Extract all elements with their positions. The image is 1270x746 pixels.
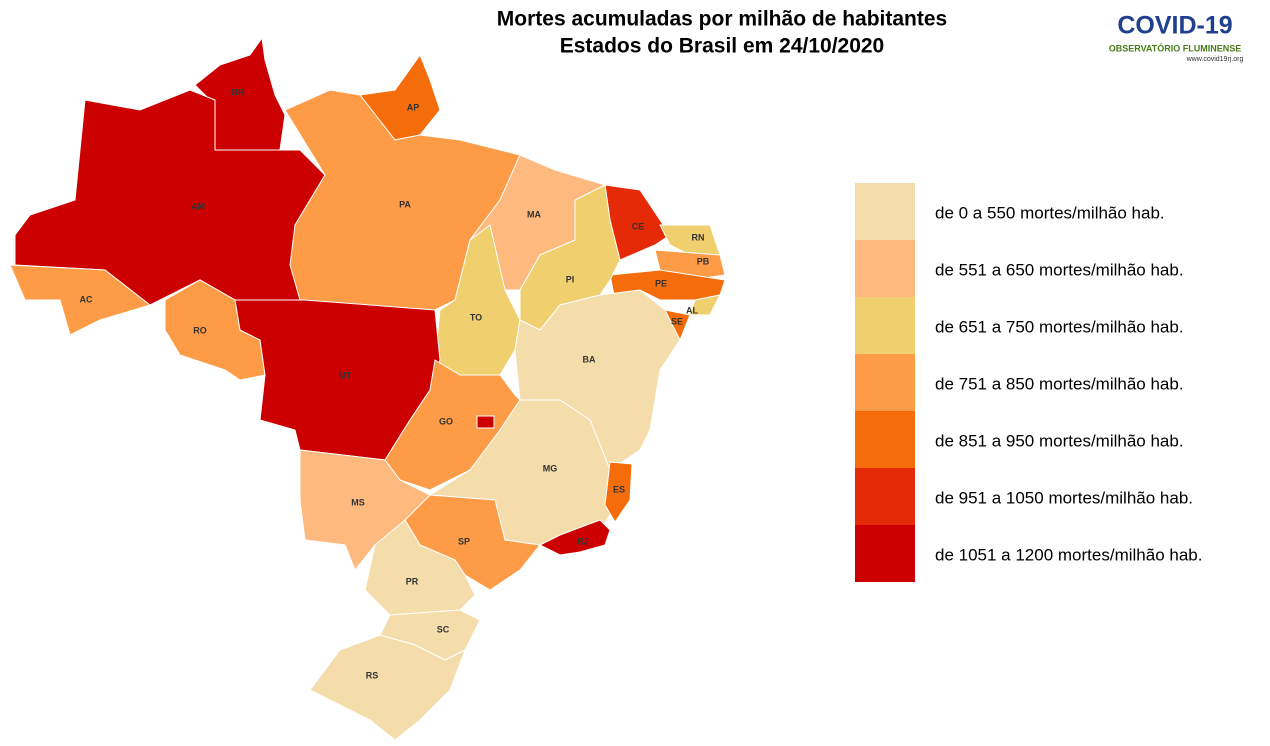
state-label: AP (407, 102, 420, 112)
state-label: AC (80, 294, 93, 304)
state-label: SC (437, 624, 450, 634)
legend-label: de 751 a 850 mortes/milhão hab. (935, 374, 1184, 393)
legend-label: de 551 a 650 mortes/milhão hab. (935, 260, 1184, 279)
legend-swatch (855, 297, 915, 354)
state-label: AL (686, 305, 698, 315)
logo-name: COVID-19 (1117, 12, 1232, 40)
legend-swatch (855, 411, 915, 468)
state-label: SP (458, 536, 470, 546)
logo-url: www.covid19rj.org (1186, 56, 1244, 63)
state-label: GO (439, 416, 453, 426)
state-label: MT (339, 370, 352, 380)
state-label: RJ (577, 536, 589, 546)
legend-label: de 851 a 950 mortes/milhão hab. (935, 431, 1184, 450)
state-label: PB (697, 256, 710, 266)
state-label: CE (632, 221, 645, 231)
state (659, 224, 721, 256)
state (689, 294, 721, 316)
state-label: ES (613, 484, 625, 494)
state-label: TO (470, 312, 482, 322)
legend-swatch (855, 183, 915, 240)
state-label: PE (655, 278, 667, 288)
state (476, 415, 495, 429)
legend-label: de 951 a 1050 mortes/milhão hab. (935, 488, 1193, 507)
state-label: MG (543, 463, 558, 473)
legend-label: de 1051 a 1200 mortes/milhão hab. (935, 545, 1202, 564)
state-label: AM (191, 201, 205, 211)
state-label: MS (351, 497, 365, 507)
state (604, 461, 633, 523)
legend-swatch (855, 240, 915, 297)
state (14, 89, 326, 306)
legend-label: de 651 a 750 mortes/milhão hab. (935, 317, 1184, 336)
legend-label: de 0 a 550 mortes/milhão hab. (935, 203, 1165, 222)
state-label: RR (232, 87, 245, 97)
state-label: RN (692, 232, 705, 242)
state-label: PR (406, 576, 419, 586)
state (364, 519, 476, 616)
state-label: RS (366, 670, 379, 680)
state (9, 264, 152, 336)
state-label: SE (671, 316, 683, 326)
title: Mortes acumuladas por milhão de habitant… (497, 8, 947, 31)
state-label: PI (566, 274, 575, 284)
state-label: RO (193, 325, 207, 335)
legend-swatch (855, 468, 915, 525)
subtitle: Estados do Brasil em 24/10/2020 (560, 35, 885, 58)
logo-subtitle: OBSERVATÓRIO FLUMINENSE (1109, 42, 1242, 53)
state-label: PA (399, 199, 411, 209)
state (538, 519, 611, 556)
state-label: MA (527, 209, 541, 219)
state (309, 634, 466, 741)
legend: de 0 a 550 mortes/milhão hab. de 551 a 65… (855, 183, 1202, 582)
legend-swatch (855, 354, 915, 411)
state-label: BA (583, 354, 596, 364)
legend-swatch (855, 525, 915, 582)
